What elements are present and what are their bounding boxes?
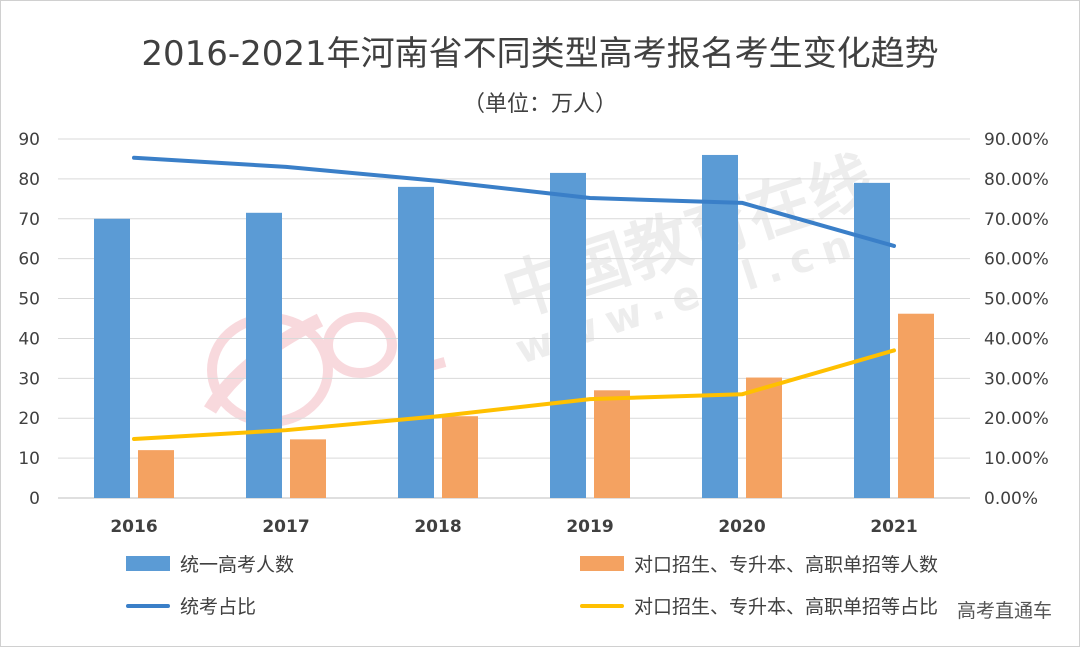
legend-label: 对口招生、专升本、高职单招等占比 <box>634 596 939 618</box>
legend-swatch <box>126 603 170 608</box>
bar-vocational <box>290 439 326 498</box>
series-line-vocational-share <box>132 348 896 441</box>
y-tick-label: 70 <box>18 210 40 230</box>
y2-tick-label: 40.00% <box>984 329 1049 349</box>
legend-label: 对口招生、专升本、高职单招等人数 <box>634 554 939 576</box>
x-tick-label: 2019 <box>566 517 613 537</box>
x-tick-label: 2017 <box>262 517 309 537</box>
x-tick-label: 2016 <box>110 517 157 537</box>
chart-title: 2016-2021年河南省不同类型高考报名考生变化趋势 <box>141 34 939 74</box>
y2-tick-label: 60.00% <box>984 250 1049 270</box>
bar-unified-exam <box>854 182 890 498</box>
legend-swatch <box>580 556 624 571</box>
y2-tick-label: 50.00% <box>984 290 1049 310</box>
y2-tick-label: 10.00% <box>984 449 1049 469</box>
bar-vocational <box>746 377 782 498</box>
y2-tick-label: 30.00% <box>984 369 1049 389</box>
legend-swatch <box>126 556 170 571</box>
bar-unified-exam <box>550 172 586 498</box>
y2-tick-label: 20.00% <box>984 409 1049 429</box>
bar-vocational <box>898 313 934 498</box>
y-tick-label: 90 <box>18 130 40 150</box>
legend-item-vocational-count: 对口招生、专升本、高职单招等人数 <box>580 550 938 577</box>
y2-tick-label: 80.00% <box>984 170 1049 190</box>
bars <box>94 154 934 499</box>
legend-item-unified-exam-share: 统考占比 <box>126 592 256 619</box>
source-credit: 高考直通车 <box>956 600 1052 622</box>
bar-vocational <box>594 390 630 498</box>
x-tick-label: 2020 <box>718 517 765 537</box>
bar-unified-exam <box>398 186 434 498</box>
y2-tick-label: 90.00% <box>984 130 1049 150</box>
gridlines <box>58 138 970 499</box>
y2-tick-label: 0.00% <box>984 489 1038 509</box>
legend-item-vocational-share: 对口招生、专升本、高职单招等占比 <box>580 592 938 619</box>
bar-vocational <box>138 450 174 498</box>
bar-unified-exam <box>246 212 282 499</box>
y-tick-label: 40 <box>18 329 40 349</box>
series-line-unified-exam-share <box>132 155 896 248</box>
legend-label: 统一高考人数 <box>180 554 295 576</box>
y-tick-label: 20 <box>18 409 40 429</box>
bar-unified-exam <box>702 154 738 498</box>
chart-subtitle: （单位：万人） <box>462 92 617 117</box>
y-tick-label: 10 <box>18 449 40 469</box>
y-tick-label: 80 <box>18 170 40 190</box>
legend-item-unified-exam-count: 统一高考人数 <box>126 550 294 577</box>
y-tick-label: 50 <box>18 290 40 310</box>
x-tick-label: 2018 <box>414 517 461 537</box>
y-tick-label: 0 <box>29 489 40 509</box>
lines <box>132 155 896 441</box>
y-tick-label: 60 <box>18 250 40 270</box>
legend-swatch <box>580 603 624 608</box>
bar-unified-exam <box>94 218 130 498</box>
legend-label: 统考占比 <box>180 596 257 618</box>
y-tick-label: 30 <box>18 369 40 389</box>
x-tick-label: 2021 <box>870 517 917 537</box>
axes: 0 0.00% 10 10.00% 20 20.00% 30 30.00% 40 40.00% 50… <box>18 130 1048 537</box>
bar-vocational <box>442 416 478 498</box>
y2-tick-label: 70.00% <box>984 210 1049 230</box>
